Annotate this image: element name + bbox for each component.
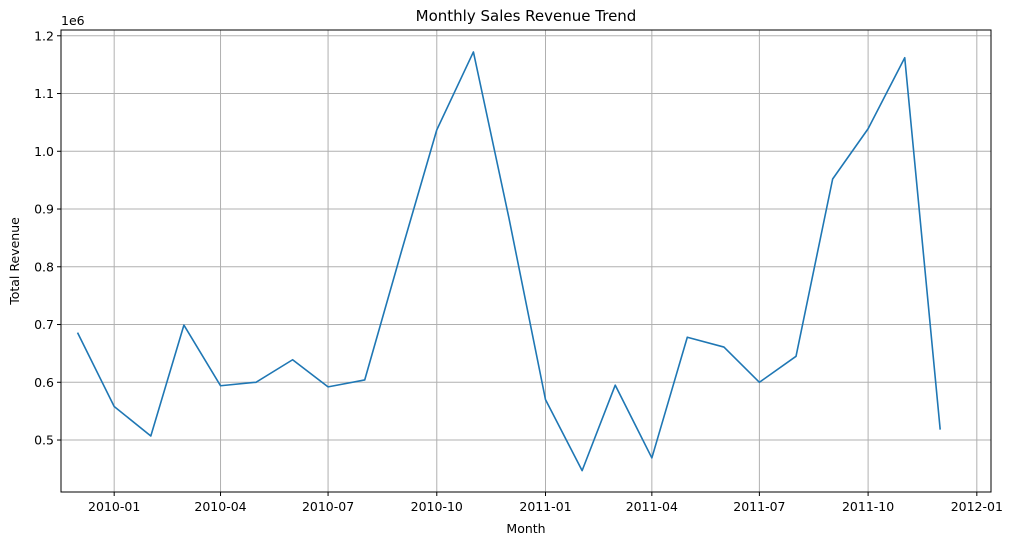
y-offset-label: 1e6 [61, 13, 85, 28]
data-point [112, 405, 116, 409]
y-tick-label: 1.1 [34, 86, 54, 101]
chart-title: Monthly Sales Revenue Trend [416, 7, 637, 25]
data-point [399, 250, 403, 254]
y-tick-label: 1.2 [34, 28, 54, 43]
data-point [254, 380, 258, 384]
y-tick-label: 0.8 [34, 259, 54, 274]
data-point [722, 345, 726, 349]
data-point [219, 384, 223, 388]
data-point [507, 216, 511, 220]
data-point [326, 385, 330, 389]
data-point [794, 354, 798, 358]
revenue-series-line [76, 51, 941, 472]
x-tick-label: 2010-04 [194, 499, 246, 514]
y-tick-label: 0.5 [34, 433, 54, 448]
y-tick-label: 0.7 [34, 317, 54, 332]
data-point [903, 56, 907, 60]
x-tick-label: 2010-10 [411, 499, 463, 514]
data-point [613, 383, 617, 387]
data-point [149, 434, 153, 438]
y-tick-label: 0.9 [34, 202, 54, 217]
data-point [650, 456, 654, 460]
data-point [757, 380, 761, 384]
data-point [866, 127, 870, 131]
x-tick-label: 2010-07 [302, 499, 354, 514]
data-point [685, 335, 689, 339]
x-axis-label: Month [506, 521, 545, 536]
x-tick-label: 2010-01 [88, 499, 140, 514]
y-axis-label: Total Revenue [7, 217, 22, 306]
x-tick-label: 2011-10 [842, 499, 894, 514]
data-point [76, 331, 80, 335]
data-point [471, 50, 475, 54]
data-point [291, 358, 295, 362]
grid [61, 30, 991, 492]
y-tick-label: 1.0 [34, 144, 54, 159]
ticks: 2010-01 2010-04 2010-07 2010-10 2011-01 2011-… [34, 28, 1003, 514]
x-tick-label: 2011-07 [733, 499, 785, 514]
data-point [831, 177, 835, 181]
data-point [938, 428, 942, 432]
data-point [182, 323, 186, 327]
data-point [363, 378, 367, 382]
data-point [543, 398, 547, 402]
x-tick-label: 2011-01 [519, 499, 571, 514]
x-tick-label: 2011-04 [626, 499, 678, 514]
data-point [435, 128, 439, 132]
x-tick-label: 2012-01 [951, 499, 1003, 514]
series-layer [76, 50, 942, 473]
data-point [580, 469, 584, 473]
y-tick-label: 0.6 [34, 375, 54, 390]
plot-frame [60, 29, 992, 493]
